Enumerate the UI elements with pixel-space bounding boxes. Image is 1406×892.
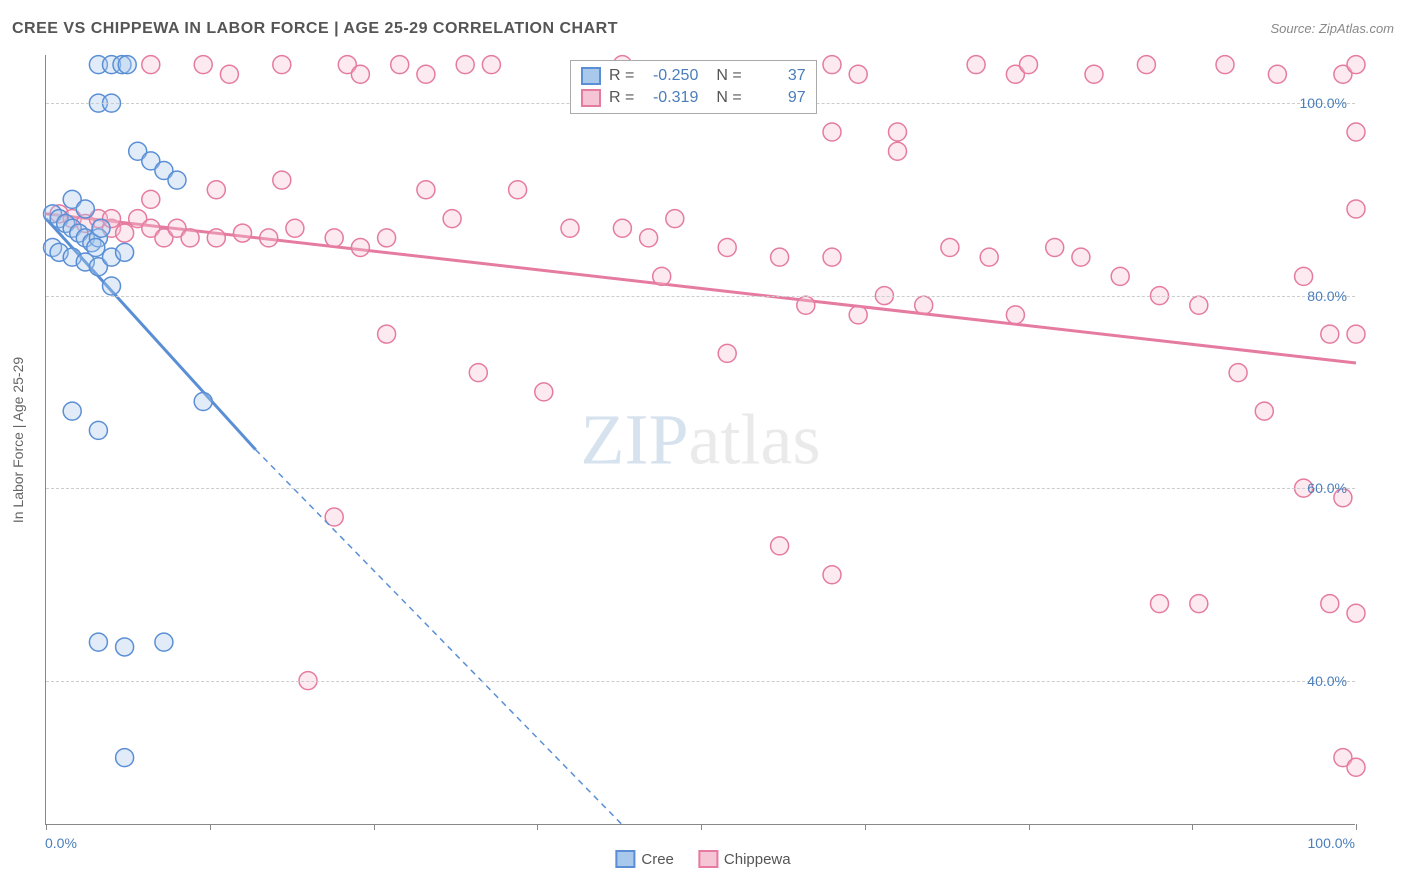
y-axis-label: In Labor Force | Age 25-29 [10,357,26,523]
stats-row-cree: R = -0.250 N = 37 [581,65,806,87]
plot-area: ZIPatlas 40.0%60.0%80.0%100.0% [45,55,1355,825]
swatch-cree [581,67,601,85]
swatch-cree [615,850,635,868]
y-tick-label: 60.0% [1307,480,1347,496]
r-label: R = [609,89,634,107]
x-min-label: 0.0% [45,835,77,851]
r-value-cree: -0.250 [642,67,698,85]
r-value-chippewa: -0.319 [642,89,698,107]
legend-label-cree: Cree [641,851,674,868]
n-value-chippewa: 97 [750,89,806,107]
stats-legend-box: R = -0.250 N = 37 R = -0.319 N = 97 [570,60,817,114]
y-tick-label: 80.0% [1307,288,1347,304]
n-label: N = [716,67,741,85]
x-max-label: 100.0% [1308,835,1355,851]
legend-item-chippewa: Chippewa [698,850,791,868]
n-label: N = [716,89,741,107]
n-value-cree: 37 [750,67,806,85]
scatter-plot [46,55,1355,824]
swatch-chippewa [581,89,601,107]
stats-row-chippewa: R = -0.319 N = 97 [581,87,806,109]
chart-title: CREE VS CHIPPEWA IN LABOR FORCE | AGE 25… [12,20,618,38]
legend-label-chippewa: Chippewa [724,851,791,868]
y-tick-label: 100.0% [1300,95,1347,111]
r-label: R = [609,67,634,85]
y-tick-label: 40.0% [1307,673,1347,689]
legend-item-cree: Cree [615,850,674,868]
source-label: Source: ZipAtlas.com [1270,21,1394,36]
swatch-chippewa [698,850,718,868]
bottom-legend: Cree Chippewa [615,850,790,868]
